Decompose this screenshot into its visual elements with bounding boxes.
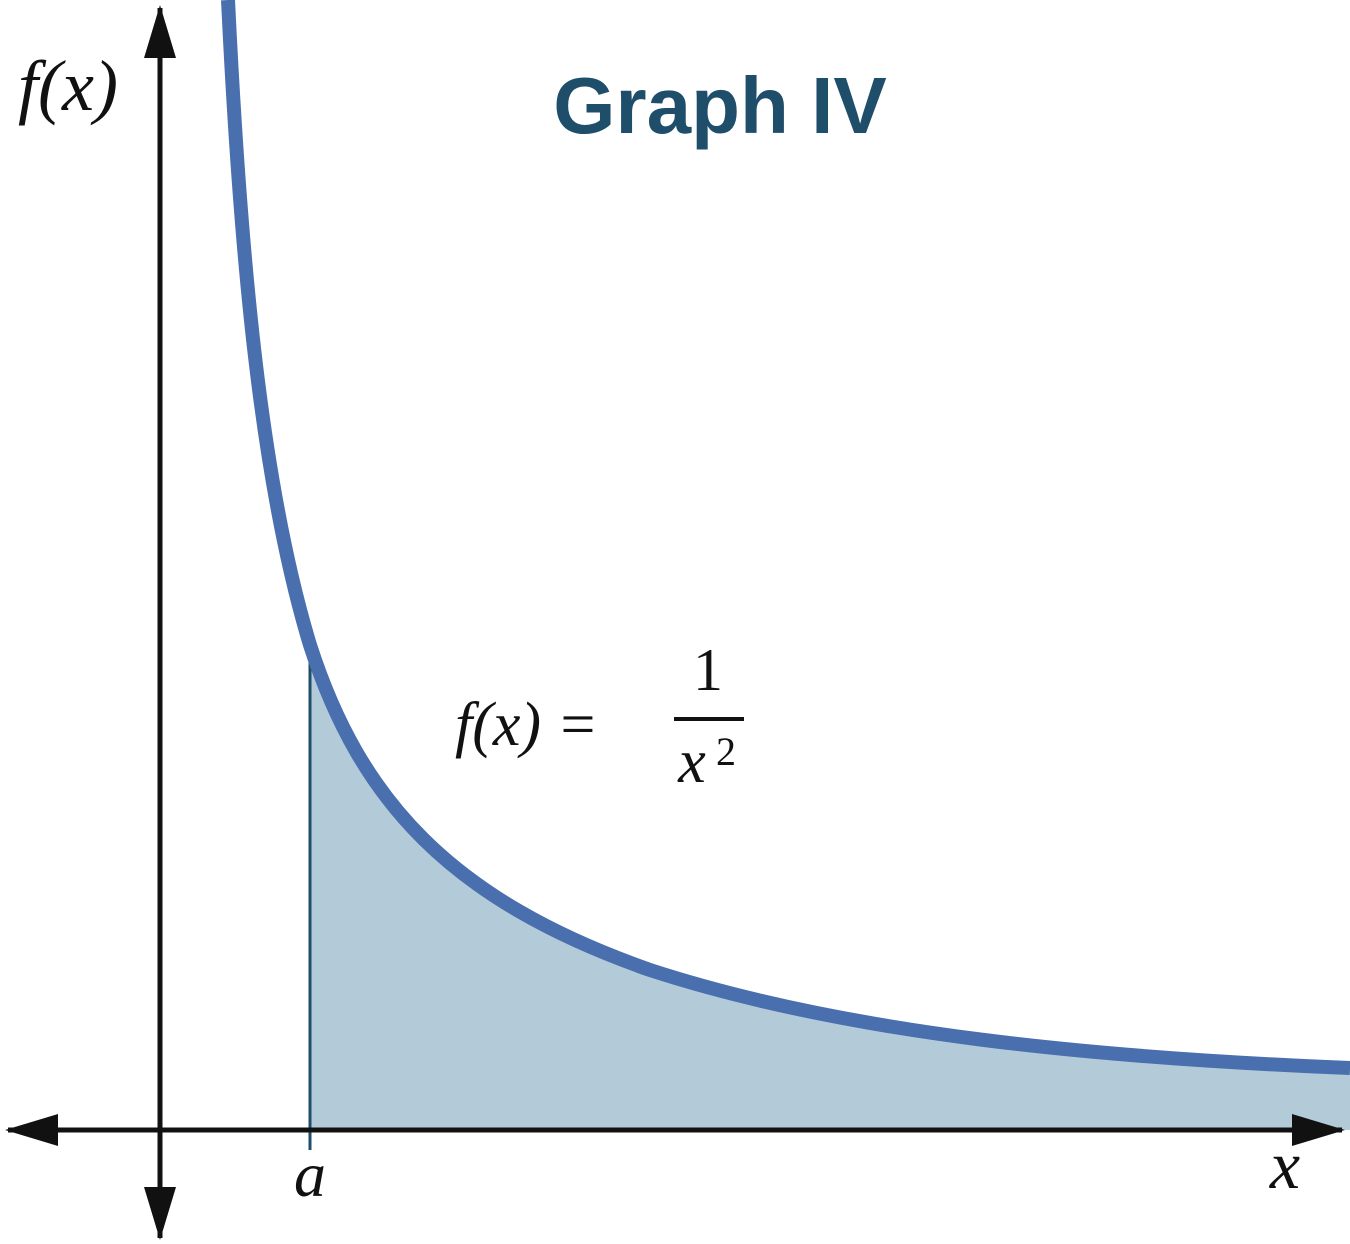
formula-denominator: x: [677, 728, 706, 796]
formula-lhs: f(x) =: [455, 691, 598, 759]
formula-exponent: 2: [716, 729, 736, 774]
x-axis-arrow-left: [5, 1114, 58, 1146]
title: Graph IV: [553, 61, 886, 150]
curve: [221, 0, 1350, 1075]
y-axis-arrow-top: [144, 5, 176, 58]
y-axis-label: f(x): [18, 46, 118, 126]
x-axis-label: x: [1269, 1127, 1300, 1203]
point-label: a: [294, 1139, 326, 1210]
shaded-area: [310, 645, 1350, 1130]
formula-numerator: 1: [693, 637, 723, 703]
x-axis-arrow-right: [1292, 1114, 1345, 1146]
y-axis-arrow-bottom: [144, 1187, 176, 1240]
